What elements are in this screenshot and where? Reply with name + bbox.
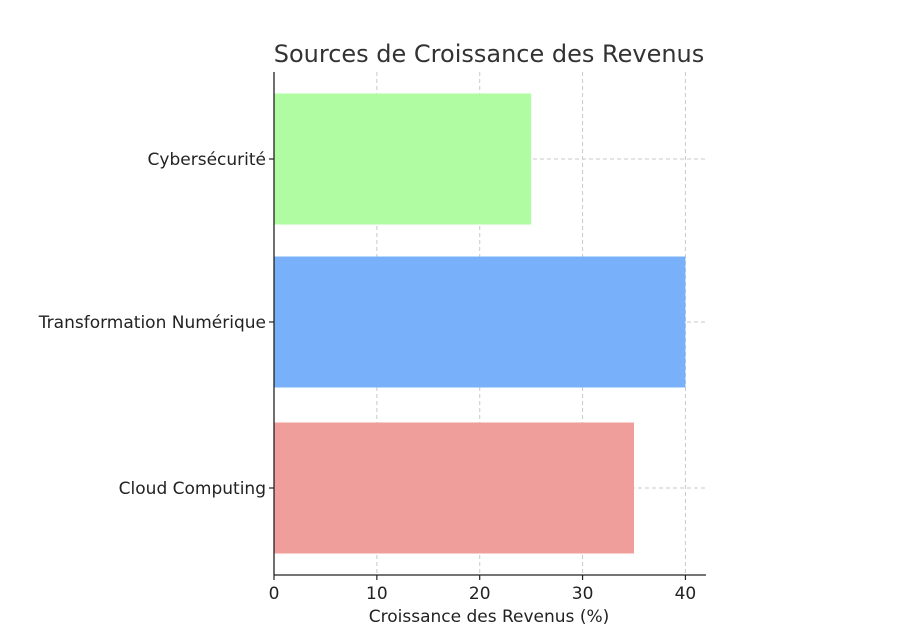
y-tick-label-1: Transformation Numérique: [38, 313, 266, 333]
x-tick-label-10: 10: [366, 584, 388, 604]
x-tick-label-0: 0: [269, 584, 280, 604]
bar-1: [274, 256, 686, 388]
y-tick-label-2: Cybersécurité: [148, 150, 266, 170]
x-tick-label-20: 20: [469, 584, 491, 604]
chart-title: Sources de Croissance des Revenus: [274, 40, 705, 68]
x-tick-label-40: 40: [675, 584, 697, 604]
bar-0: [274, 422, 634, 554]
bar-2: [274, 93, 532, 225]
bars: [274, 93, 686, 554]
x-ticks: 0 10 20 30 40: [269, 575, 697, 604]
x-axis-label: Croissance des Revenus (%): [369, 607, 610, 627]
x-tick-label-30: 30: [572, 584, 594, 604]
axes: [273, 72, 706, 576]
y-ticks: Cloud Computing Transformation Numérique C…: [38, 150, 274, 499]
y-tick-label-0: Cloud Computing: [119, 479, 266, 499]
